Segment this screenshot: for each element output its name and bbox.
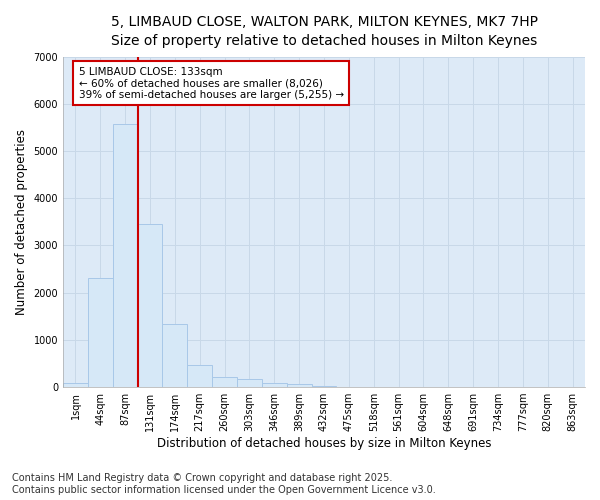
Bar xyxy=(311,386,337,387)
Text: 5 LIMBAUD CLOSE: 133sqm
← 60% of detached houses are smaller (8,026)
39% of semi: 5 LIMBAUD CLOSE: 133sqm ← 60% of detache… xyxy=(79,66,344,100)
Bar xyxy=(262,383,287,387)
Bar xyxy=(187,365,212,387)
X-axis label: Distribution of detached houses by size in Milton Keynes: Distribution of detached houses by size … xyxy=(157,437,491,450)
Bar xyxy=(212,378,237,387)
Bar xyxy=(287,384,311,387)
Bar xyxy=(113,124,137,387)
Title: 5, LIMBAUD CLOSE, WALTON PARK, MILTON KEYNES, MK7 7HP
Size of property relative : 5, LIMBAUD CLOSE, WALTON PARK, MILTON KE… xyxy=(110,15,538,48)
Y-axis label: Number of detached properties: Number of detached properties xyxy=(15,129,28,315)
Bar xyxy=(63,384,88,387)
Bar xyxy=(163,324,187,387)
Bar xyxy=(237,379,262,387)
Bar xyxy=(137,224,163,387)
Bar xyxy=(88,278,113,387)
Text: Contains HM Land Registry data © Crown copyright and database right 2025.
Contai: Contains HM Land Registry data © Crown c… xyxy=(12,474,436,495)
